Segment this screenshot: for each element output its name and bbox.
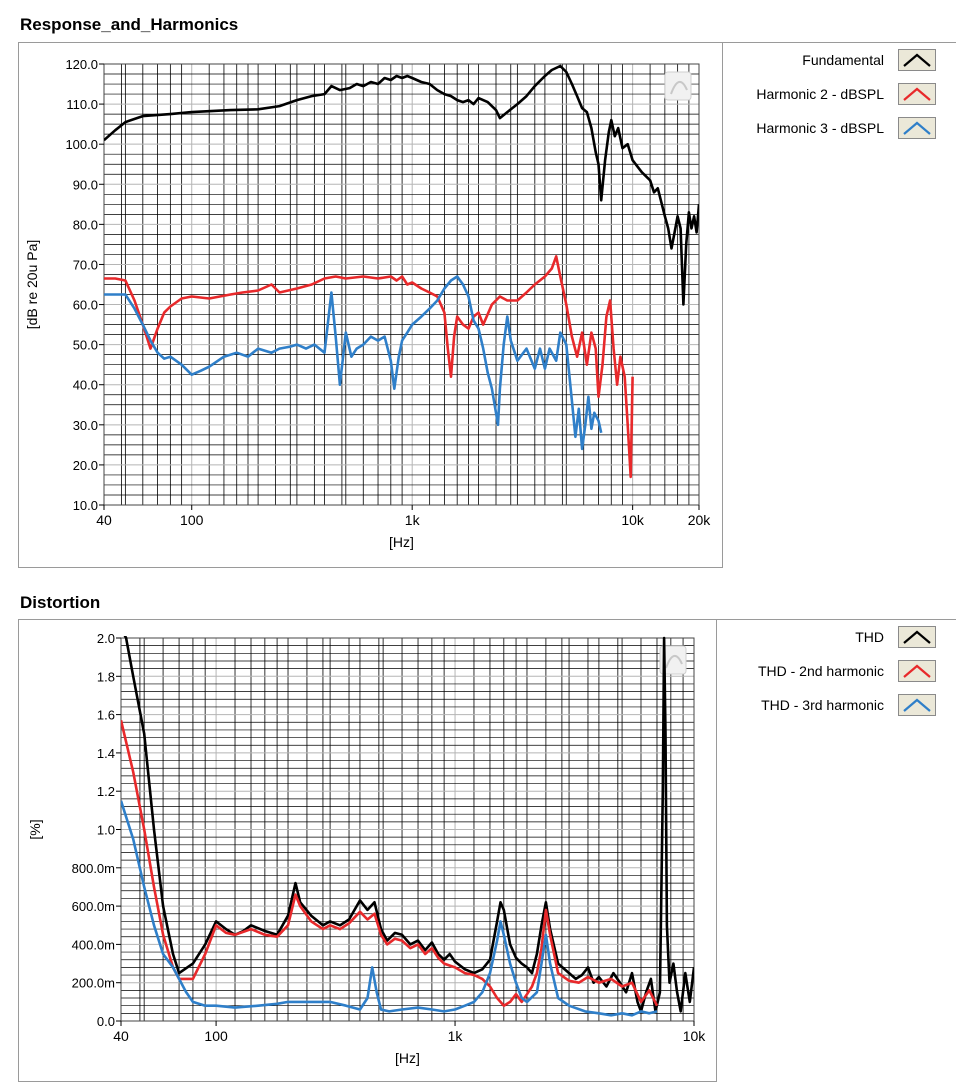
series-line-3 bbox=[104, 275, 603, 451]
y-tick-label: 80.0 bbox=[73, 217, 98, 232]
x-tick-label: 1k bbox=[448, 1028, 464, 1044]
y-tick-label: 110.0 bbox=[66, 97, 98, 112]
y-tick-label: 400.0m bbox=[72, 937, 115, 952]
legend-swatch-icon bbox=[898, 117, 936, 139]
response-legend-divider bbox=[722, 42, 723, 568]
x-axis-label: [Hz] bbox=[395, 1050, 420, 1066]
y-tick-label: 1.6 bbox=[97, 708, 115, 723]
y-tick-label: 600.0m bbox=[72, 899, 115, 914]
response-chart: 10.0 20.0 30.0 40.0 50.0 60.0 70.0 80.0 90.0 100.… bbox=[24, 57, 711, 550]
legend-label: Harmonic 2 - dBSPL bbox=[756, 86, 884, 102]
legend-item-thd-3rd[interactable]: THD - 3rd harmonic bbox=[761, 693, 936, 717]
legend-label: THD - 3rd harmonic bbox=[761, 697, 884, 713]
x-tick-label: 40 bbox=[113, 1028, 129, 1044]
y-tick-label: 30.0 bbox=[73, 418, 98, 433]
legend-swatch-icon bbox=[898, 660, 936, 682]
y-tick-label: 2.0 bbox=[97, 631, 115, 646]
legend-swatch-icon bbox=[898, 83, 936, 105]
legend-item-thd[interactable]: THD bbox=[855, 625, 936, 649]
y-tick-label: 1.0 bbox=[97, 823, 115, 838]
y-tick-label: 1.4 bbox=[97, 746, 115, 761]
y-tick-label: 70.0 bbox=[73, 257, 98, 272]
x-tick-label: 10k bbox=[683, 1028, 707, 1044]
y-tick-label: 0.0 bbox=[97, 1014, 115, 1029]
response-chart-title: Response_and_Harmonics bbox=[20, 15, 239, 34]
x-tick-labels: 40 100 1k 10k 20k bbox=[96, 505, 711, 528]
y-grid bbox=[104, 63, 699, 506]
distortion-chart-title: Distortion bbox=[20, 593, 101, 612]
series-line-1 bbox=[123, 636, 694, 1013]
x-tick-label: 1k bbox=[405, 512, 421, 528]
x-tick-label: 100 bbox=[180, 512, 204, 528]
y-tick-labels: 0.0 200.0m 400.0m 600.0m 800.0m 1.0 1.2 1.4 1.6 1… bbox=[72, 631, 121, 1029]
response-title-rule bbox=[18, 42, 956, 43]
x-tick-labels: 40 100 1k 10k bbox=[113, 1021, 706, 1044]
legend-item-fundamental[interactable]: Fundamental bbox=[802, 48, 936, 72]
y-tick-label: 120.0 bbox=[65, 57, 98, 72]
y-tick-label: 40.0 bbox=[73, 378, 98, 393]
series-line-2 bbox=[104, 255, 634, 479]
y-tick-label: 800.0m bbox=[72, 861, 115, 876]
y-tick-label: 90.0 bbox=[73, 177, 98, 192]
legend-swatch-icon bbox=[898, 694, 936, 716]
legend-label: Harmonic 3 - dBSPL bbox=[756, 120, 884, 136]
y-tick-label: 100.0 bbox=[65, 137, 98, 152]
y-tick-label: 60.0 bbox=[73, 298, 98, 313]
y-tick-label: 1.2 bbox=[97, 784, 115, 799]
zoom-watermark-icon bbox=[659, 645, 687, 675]
y-tick-label: 10.0 bbox=[73, 498, 98, 513]
x-tick-label: 10k bbox=[621, 512, 645, 528]
legend-swatch-icon bbox=[898, 49, 936, 71]
y-axis-label: [%] bbox=[27, 819, 43, 839]
series-line-2 bbox=[121, 720, 659, 1008]
legend-label: THD - 2nd harmonic bbox=[757, 663, 884, 679]
series-line-3 bbox=[121, 800, 658, 1017]
series-group bbox=[104, 64, 699, 479]
zoom-watermark-icon bbox=[664, 71, 692, 101]
y-axis-label: [dB re 20u Pa] bbox=[24, 240, 40, 330]
y-tick-labels: 10.0 20.0 30.0 40.0 50.0 60.0 70.0 80.0 90.0 100.… bbox=[65, 57, 104, 513]
response-panel-border bbox=[18, 42, 19, 568]
response-legend: Fundamental Harmonic 2 - dBSPL Harmonic … bbox=[724, 48, 936, 140]
distortion-legend-divider bbox=[716, 619, 717, 1082]
distortion-legend: THD THD - 2nd harmonic THD - 3rd harmoni… bbox=[718, 625, 936, 717]
x-tick-label: 40 bbox=[96, 512, 112, 528]
distortion-chart: 0.0 200.0m 400.0m 600.0m 800.0m 1.0 1.2 1.4 1.6 1… bbox=[27, 631, 706, 1066]
x-tick-label: 20k bbox=[688, 512, 712, 528]
legend-swatch-icon bbox=[898, 626, 936, 648]
legend-item-thd-2nd[interactable]: THD - 2nd harmonic bbox=[758, 659, 936, 683]
x-tick-label: 100 bbox=[204, 1028, 228, 1044]
distortion-panel-bottom bbox=[18, 1081, 717, 1082]
y-tick-label: 200.0m bbox=[72, 976, 115, 991]
plot-frame bbox=[103, 63, 700, 506]
distortion-panel-border bbox=[18, 619, 19, 1082]
y-tick-label: 20.0 bbox=[73, 458, 98, 473]
series-line-1 bbox=[104, 64, 699, 306]
response-panel-bottom bbox=[18, 567, 723, 568]
y-tick-label: 50.0 bbox=[73, 338, 98, 353]
legend-label: THD bbox=[855, 629, 884, 645]
x-axis-label: [Hz] bbox=[389, 534, 414, 550]
legend-label: Fundamental bbox=[802, 52, 884, 68]
series-group bbox=[121, 636, 694, 1017]
legend-item-harmonic-2[interactable]: Harmonic 2 - dBSPL bbox=[756, 82, 936, 106]
distortion-title-rule bbox=[18, 619, 956, 620]
y-tick-label: 1.8 bbox=[97, 669, 115, 684]
legend-item-harmonic-3[interactable]: Harmonic 3 - dBSPL bbox=[756, 116, 936, 140]
